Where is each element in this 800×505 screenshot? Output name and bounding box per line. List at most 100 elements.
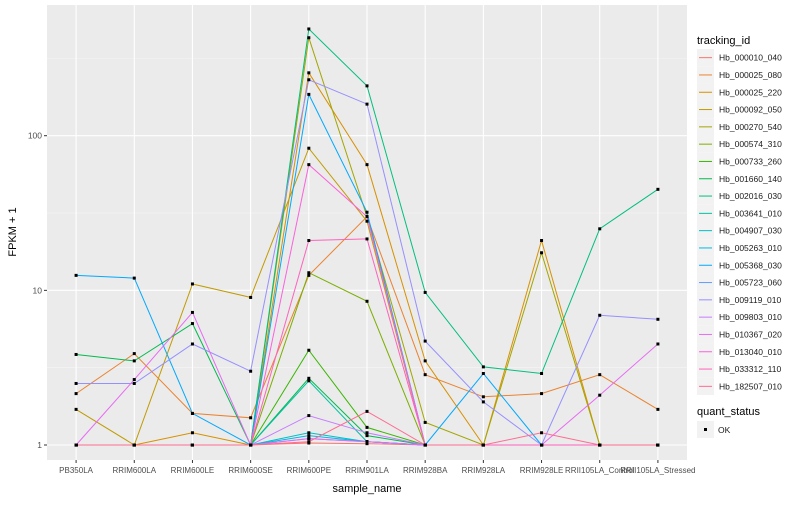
- data-point: [307, 414, 311, 418]
- legend-label: Hb_013040_010: [719, 347, 782, 357]
- data-point: [132, 443, 136, 447]
- x-axis: PB350LA RRIM600LA RRIM600LE RRIM600SE RRIM60…: [59, 460, 695, 475]
- x-tick-label: RRIM600PE: [287, 466, 331, 475]
- legend-label: Hb_009119_010: [719, 295, 782, 305]
- legend-title: tracking_id: [697, 35, 750, 47]
- legend-label: Hb_000733_260: [719, 156, 782, 166]
- data-point: [307, 376, 311, 380]
- data-point: [307, 163, 311, 167]
- data-point: [74, 273, 78, 277]
- data-point: [540, 251, 544, 255]
- data-point: [656, 187, 660, 191]
- legend: tracking_id Hb_000010_040Hb_000025_080Hb…: [697, 35, 782, 438]
- legend-label: Hb_009803_010: [719, 312, 782, 322]
- x-tick-label: RRII105LA_Control: [565, 466, 635, 475]
- data-point: [423, 443, 427, 447]
- data-point: [307, 27, 311, 31]
- data-point: [249, 295, 253, 299]
- data-point: [365, 237, 369, 241]
- data-point: [656, 443, 660, 447]
- x-tick-label: RRIM928LE: [520, 466, 564, 475]
- data-point: [423, 373, 427, 377]
- x-tick-label: RRIM600LE: [171, 466, 215, 475]
- data-point: [598, 373, 602, 377]
- data-point: [74, 392, 78, 396]
- data-point: [365, 219, 369, 223]
- data-point: [249, 443, 253, 447]
- data-point: [365, 102, 369, 106]
- y-tick-label: 10: [33, 285, 43, 295]
- x-tick-label: RRIM928LA: [462, 466, 506, 475]
- shape-legend-label: OK: [718, 425, 731, 435]
- shape-legend-item: OK: [697, 421, 731, 438]
- data-point: [656, 342, 660, 346]
- grid-lines: [47, 5, 687, 460]
- data-point: [423, 420, 427, 424]
- data-point: [307, 271, 311, 275]
- data-point: [540, 392, 544, 396]
- data-point: [74, 352, 78, 356]
- data-point: [365, 210, 369, 214]
- legend-items: Hb_000010_040 Hb_000025_080 Hb_000025_220 H…: [697, 49, 782, 395]
- data-point: [540, 443, 544, 447]
- data-point: [74, 381, 78, 385]
- data-point: [365, 442, 369, 446]
- y-tick-label: 100: [28, 131, 42, 141]
- x-tick-label: PB350LA: [59, 466, 93, 475]
- data-point: [423, 339, 427, 343]
- data-point: [481, 365, 485, 369]
- data-point: [307, 273, 311, 277]
- data-point: [365, 431, 369, 435]
- legend-label: Hb_000092_050: [719, 105, 782, 115]
- data-point: [540, 239, 544, 243]
- legend-label: Hb_003641_010: [719, 208, 782, 218]
- data-point: [365, 434, 369, 438]
- data-point: [481, 400, 485, 404]
- data-point: [598, 443, 602, 447]
- y-axis-title: FPKM + 1: [7, 207, 19, 256]
- data-point: [307, 440, 311, 444]
- data-point: [656, 317, 660, 321]
- x-tick-label: RRII105LA_Stressed: [620, 466, 695, 475]
- data-point: [190, 282, 194, 286]
- data-point: [540, 371, 544, 375]
- data-point: [598, 393, 602, 397]
- x-tick-label: RRIM600LA: [112, 466, 156, 475]
- data-point: [540, 431, 544, 435]
- data-point: [365, 409, 369, 413]
- legend-label: Hb_000025_220: [719, 87, 782, 97]
- data-point: [190, 322, 194, 326]
- data-point: [481, 371, 485, 375]
- data-point: [132, 352, 136, 356]
- x-tick-label: RRIM928BA: [403, 466, 448, 475]
- data-points: [74, 27, 660, 447]
- data-point: [598, 313, 602, 317]
- x-axis-title: sample_name: [332, 483, 401, 495]
- data-point: [307, 431, 311, 435]
- data-point: [249, 416, 253, 420]
- legend-label: Hb_005723_060: [719, 278, 782, 288]
- data-point: [132, 359, 136, 363]
- data-point: [423, 359, 427, 363]
- data-point: [307, 437, 311, 441]
- data-point: [307, 92, 311, 96]
- data-point: [132, 378, 136, 382]
- shape-legend-point: [704, 428, 707, 431]
- data-point: [307, 348, 311, 352]
- data-point: [249, 369, 253, 373]
- y-axis: 1 10 100: [28, 131, 47, 450]
- legend-label: Hb_002016_030: [719, 191, 782, 201]
- legend-label: Hb_005263_010: [719, 243, 782, 253]
- legend-label: Hb_004907_030: [719, 226, 782, 236]
- shape-legend-title: quant_status: [697, 406, 760, 418]
- data-point: [307, 71, 311, 75]
- data-point: [365, 299, 369, 303]
- data-point: [365, 425, 369, 429]
- data-point: [365, 84, 369, 88]
- legend-label: Hb_000270_540: [719, 122, 782, 132]
- data-point: [481, 395, 485, 399]
- data-point: [598, 227, 602, 231]
- data-point: [307, 434, 311, 438]
- data-point: [132, 276, 136, 280]
